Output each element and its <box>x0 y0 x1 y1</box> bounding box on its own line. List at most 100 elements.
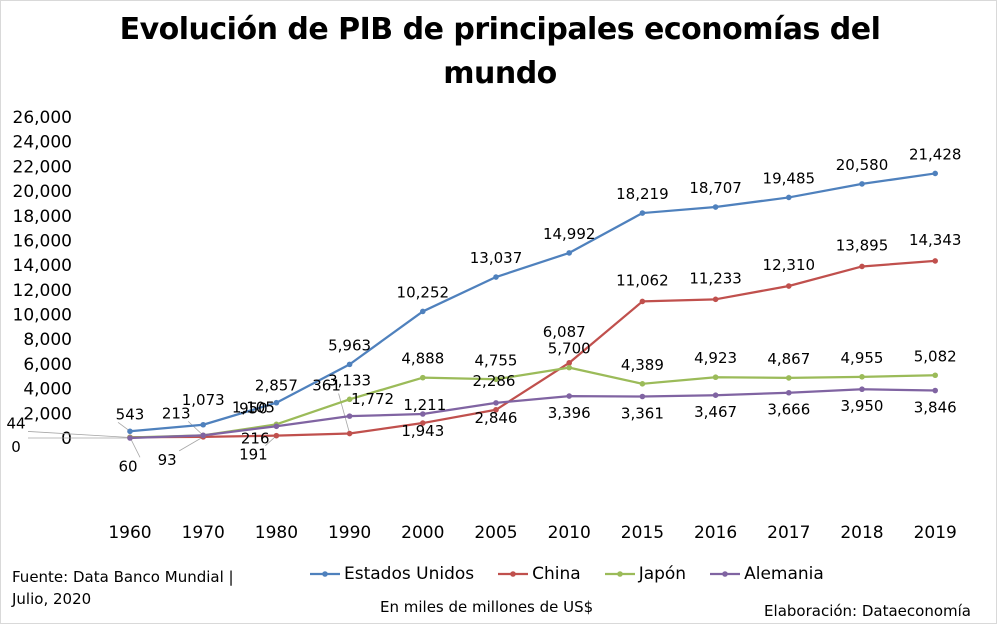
data-label: 0 <box>11 438 21 456</box>
data-point <box>493 274 499 280</box>
data-label: 216 <box>241 429 270 447</box>
data-point <box>932 258 938 264</box>
data-label: 5,963 <box>328 336 371 354</box>
y-axis: 0 2,000 4,000 6,000 8,000 10,000 12,000 14,000 1… <box>13 108 72 449</box>
y-tick-label: 0 <box>61 429 72 449</box>
label-leader-line <box>178 436 204 452</box>
y-tick-label: 24,000 <box>13 133 72 153</box>
data-label: 18,707 <box>689 179 742 197</box>
data-label: 1,211 <box>403 396 446 414</box>
data-label: 5,700 <box>548 340 591 358</box>
x-tick-label: 2000 <box>401 523 444 543</box>
data-label: 1,105 <box>232 398 275 416</box>
legend-label: Japón <box>638 564 687 584</box>
data-label: 13,895 <box>836 236 889 254</box>
legend-item: China <box>498 564 581 584</box>
data-label: 4,923 <box>694 349 737 367</box>
data-label: 19,485 <box>763 169 816 187</box>
legend-swatch <box>498 571 529 577</box>
data-point <box>932 387 938 394</box>
data-label: 20,580 <box>836 156 889 174</box>
data-label: 4,955 <box>841 349 884 367</box>
data-label: 14,992 <box>543 225 596 243</box>
data-label: 3,133 <box>328 371 371 389</box>
x-tick-label: 2016 <box>694 523 737 543</box>
data-point <box>273 423 280 430</box>
data-point <box>493 376 499 383</box>
credit-note: Elaboración: Dataeconomía <box>764 602 971 620</box>
data-label: 3,396 <box>548 404 591 422</box>
x-tick-label: 1960 <box>108 523 151 543</box>
chart-title: Evolución de PIB de principales economía… <box>119 12 881 91</box>
x-tick-label: 2010 <box>548 523 591 543</box>
data-point <box>273 399 280 406</box>
legend-label: Estados Unidos <box>344 564 475 584</box>
x-tick-label: 2018 <box>840 523 883 543</box>
data-label: 10,252 <box>397 283 450 301</box>
data-point <box>786 194 792 201</box>
data-point <box>859 386 865 393</box>
data-point <box>639 298 646 305</box>
x-tick-label: 2017 <box>767 523 810 543</box>
x-tick-label: 2019 <box>914 523 957 543</box>
data-point <box>859 374 865 380</box>
data-point <box>566 393 572 399</box>
data-point <box>127 428 133 435</box>
data-point <box>273 432 280 439</box>
data-label: 543 <box>116 405 145 423</box>
data-point <box>200 432 206 439</box>
data-point <box>786 375 792 381</box>
label-leader-line <box>129 437 141 458</box>
data-label: 11,062 <box>616 271 669 289</box>
series-lines <box>129 172 936 440</box>
data-label: 3,467 <box>694 403 737 421</box>
label-leader-line <box>338 393 350 434</box>
legend-label: China <box>532 564 581 584</box>
data-label: 2,857 <box>255 377 298 395</box>
data-point <box>712 374 719 381</box>
legend-swatch <box>310 571 340 577</box>
data-point <box>420 374 426 381</box>
data-point <box>859 181 865 187</box>
data-label: 93 <box>158 451 177 469</box>
data-point <box>639 393 646 400</box>
series-points <box>127 170 938 441</box>
data-label: 11,233 <box>689 269 742 287</box>
data-label: 6,087 <box>543 323 586 341</box>
x-tick-label: 2015 <box>621 523 664 543</box>
y-tick-label: 8,000 <box>23 330 72 350</box>
y-tick-label: 18,000 <box>13 207 72 227</box>
data-point <box>346 430 353 437</box>
data-label: 2,846 <box>475 409 518 427</box>
data-label: 14,343 <box>909 231 962 249</box>
y-tick-label: 10,000 <box>13 306 72 326</box>
data-label: 4,888 <box>401 350 444 368</box>
data-point <box>712 392 719 398</box>
data-point <box>932 372 938 379</box>
series-line-2 <box>129 366 936 439</box>
data-labels: 543 1,073 2,857 5,963 10,252 13,037 14,992 18,2… <box>6 145 961 475</box>
data-label: 950 <box>239 399 268 417</box>
data-label: 3,846 <box>914 399 957 417</box>
y-tick-label: 26,000 <box>13 108 72 128</box>
data-label: 3,950 <box>841 397 884 415</box>
series-line-3 <box>129 388 936 440</box>
data-point <box>493 400 499 406</box>
legend-swatch <box>710 571 741 577</box>
data-label: 3,666 <box>767 401 810 419</box>
data-point <box>566 360 572 366</box>
data-label: 4,867 <box>767 350 810 368</box>
series-line-1 <box>129 259 936 439</box>
legend-swatch <box>604 571 635 577</box>
data-label: 1,943 <box>401 422 444 440</box>
data-label: 18,219 <box>616 185 669 203</box>
data-point <box>566 250 572 256</box>
data-point <box>420 420 426 426</box>
y-tick-label: 6,000 <box>23 355 72 375</box>
legend-item: Estados Unidos <box>310 564 474 584</box>
data-point <box>420 308 426 315</box>
legend-label: Alemania <box>744 564 824 584</box>
y-tick-label: 2,000 <box>23 404 72 424</box>
data-label: 60 <box>118 457 137 475</box>
x-tick-label: 2005 <box>474 523 517 543</box>
